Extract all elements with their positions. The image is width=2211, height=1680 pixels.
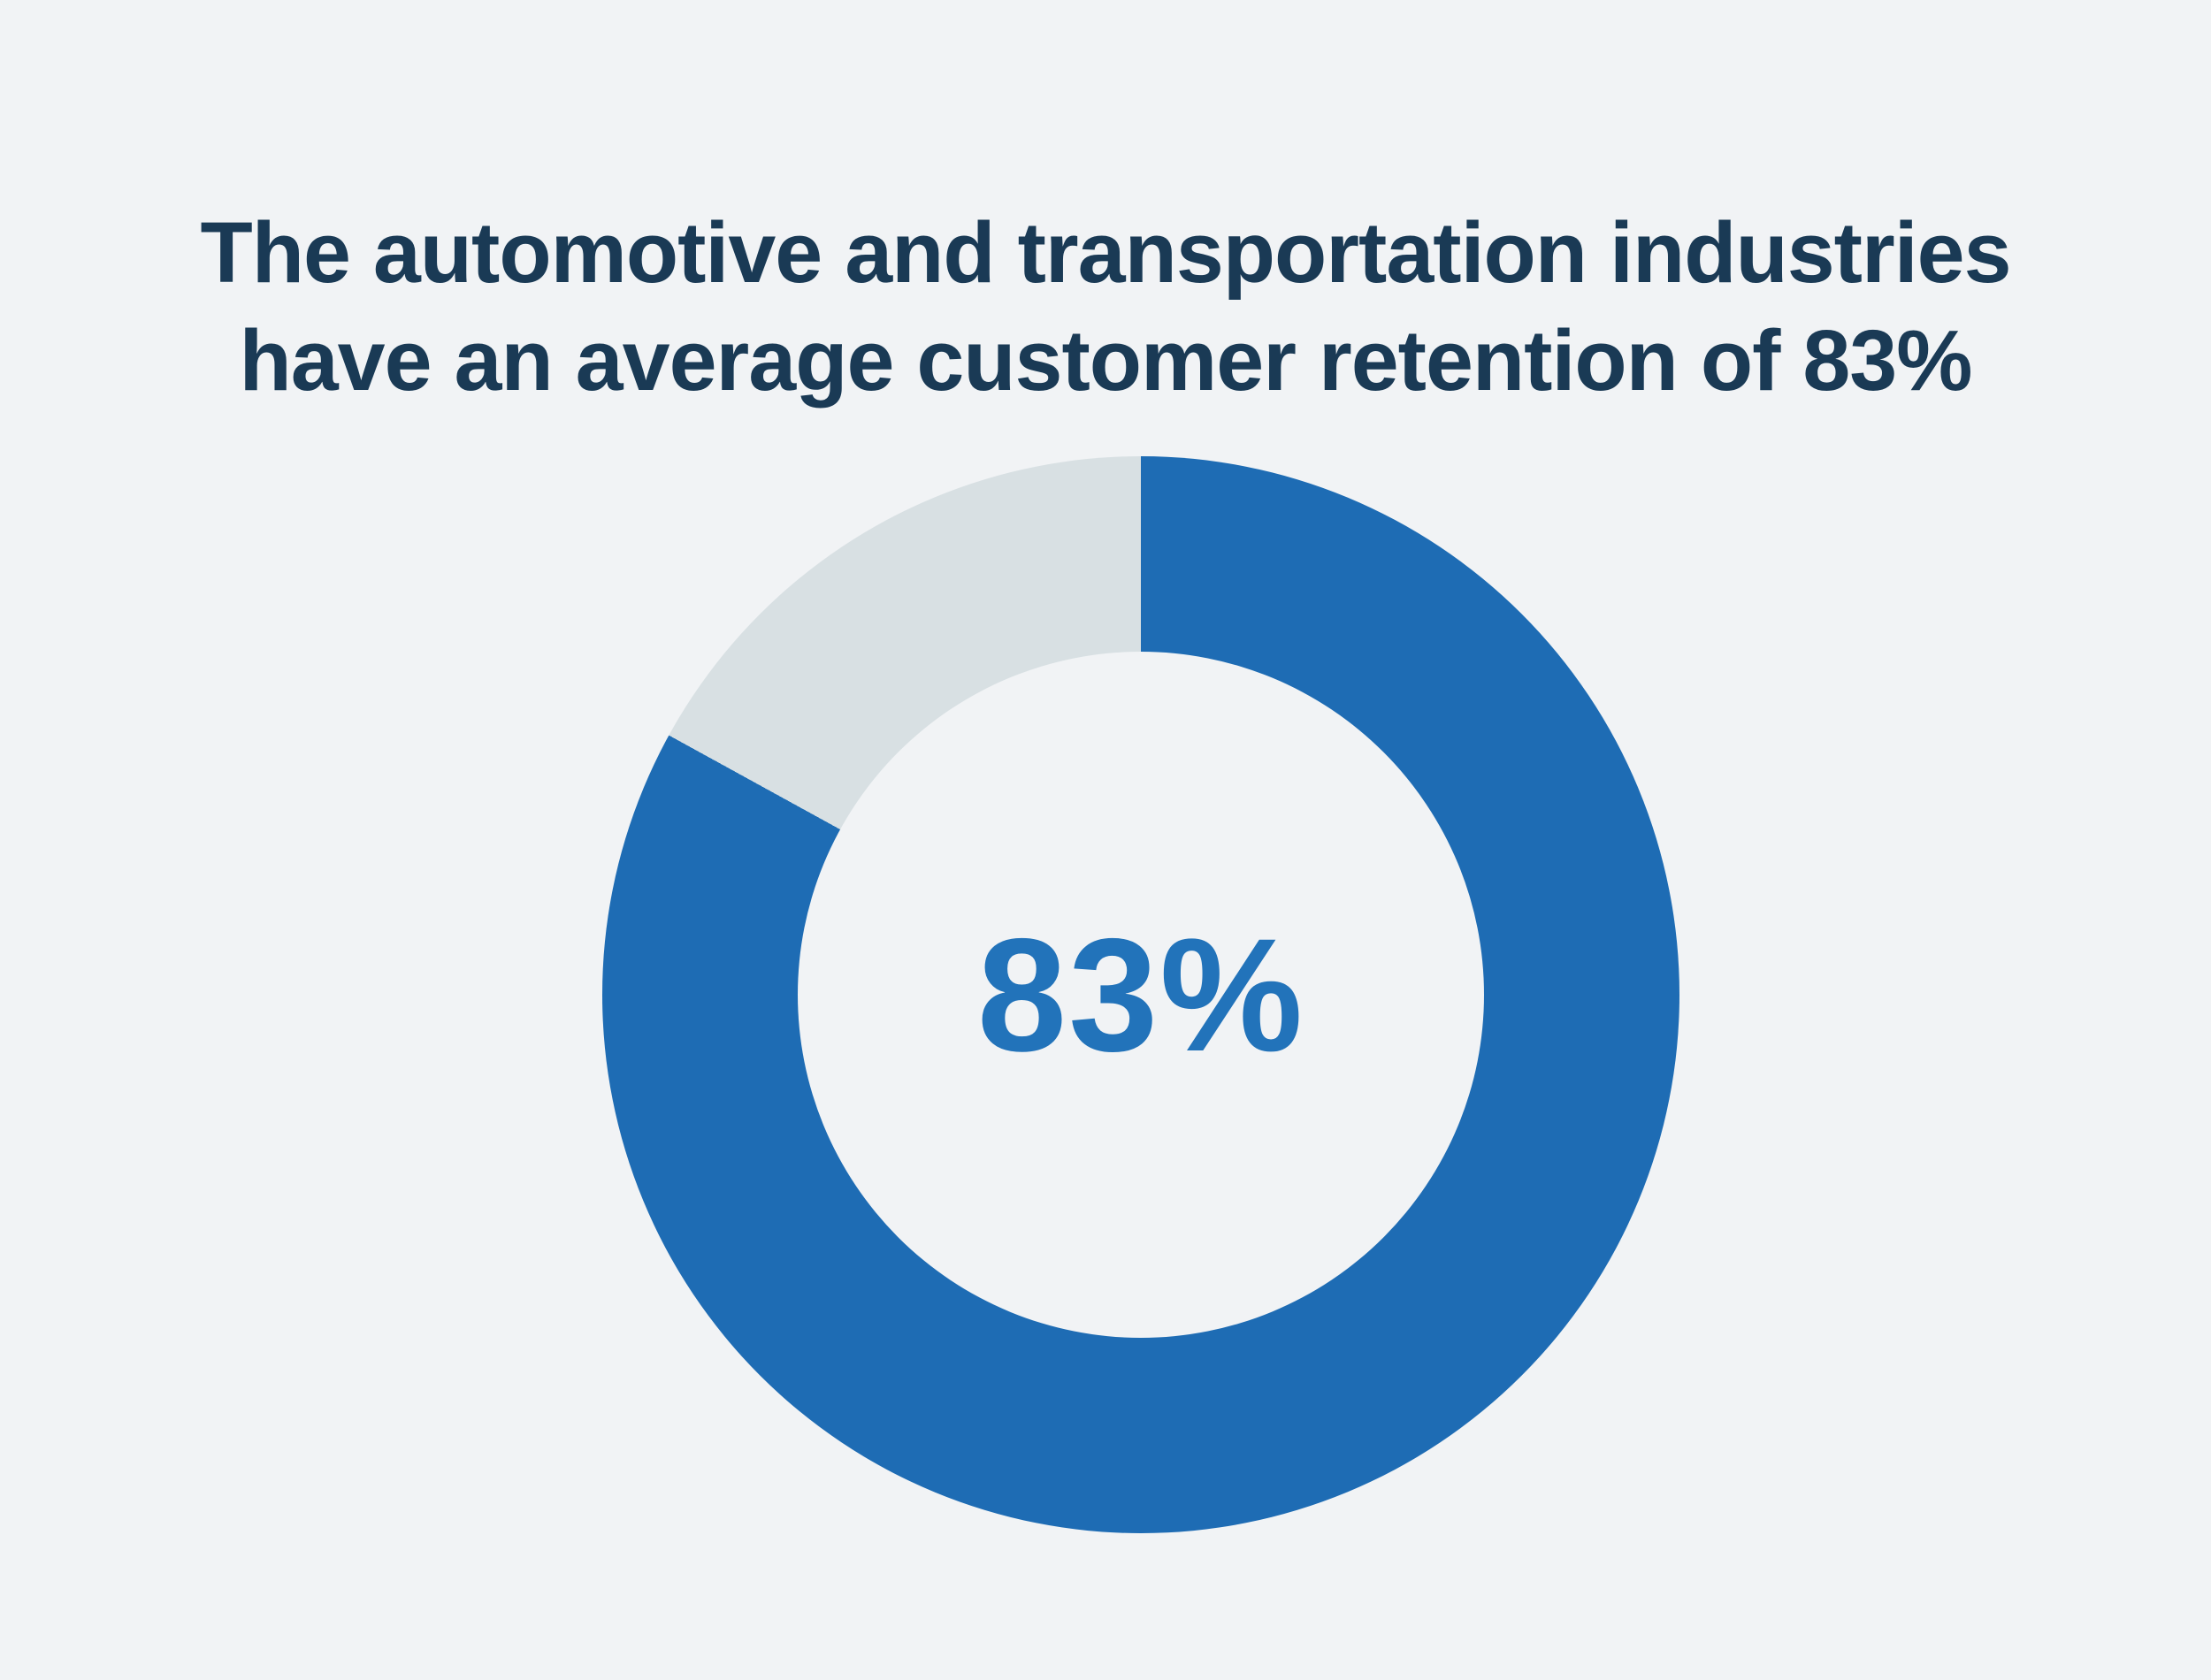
chart-title-line1: The automotive and transportation indust… xyxy=(200,203,2011,301)
donut-center-label: 83% xyxy=(976,905,1305,1085)
donut-chart: 83% xyxy=(602,456,1679,1533)
chart-title: The automotive and transportation indust… xyxy=(0,199,2211,415)
chart-title-line2: have an average customer retention of 83… xyxy=(239,311,1972,409)
donut-hole xyxy=(798,652,1484,1338)
